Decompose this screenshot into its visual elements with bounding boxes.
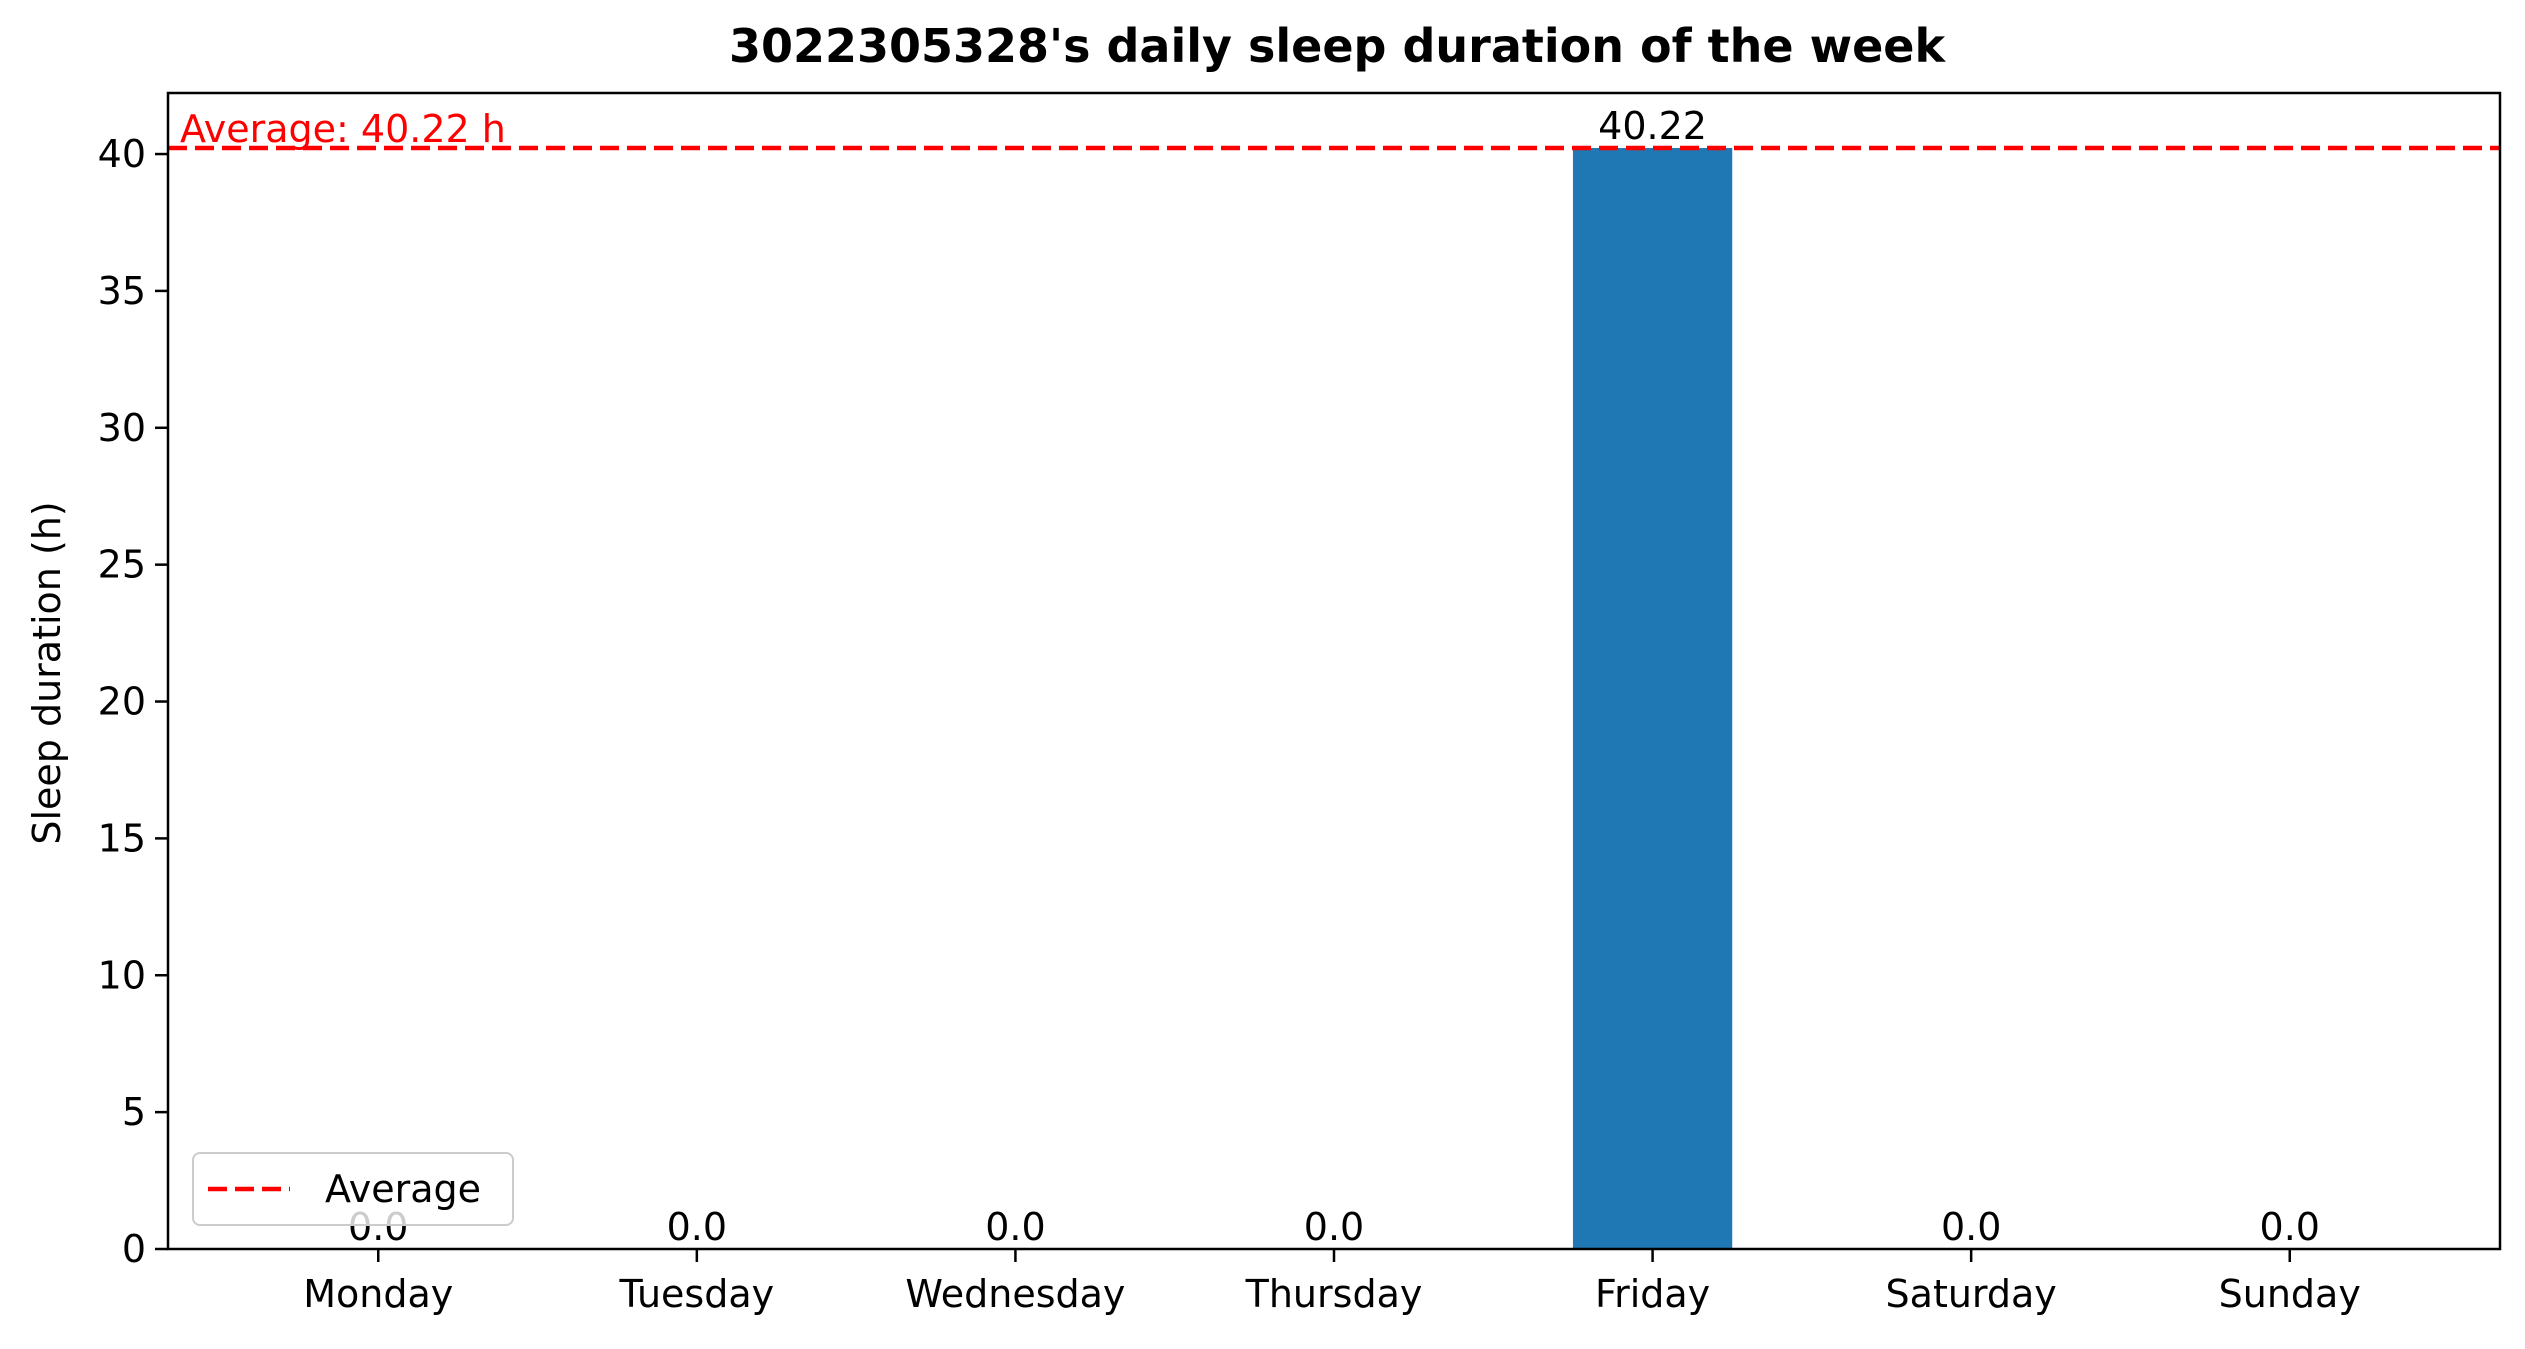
bar-friday [1572,148,1733,1250]
legend-average-label: Average [325,1167,481,1211]
bars-group [1572,148,1733,1250]
x-tick-label-thursday: Thursday [1245,1272,1423,1316]
y-axis-ticks: 0 5 10 15 20 25 30 35 40 [98,132,168,1271]
bar-value-label-saturday: 0.0 [1941,1205,2001,1249]
x-tick-label-friday: Friday [1595,1272,1710,1316]
y-tick-label: 40 [98,132,146,176]
bar-value-label-wednesday: 0.0 [985,1205,1045,1249]
bar-value-label-tuesday: 0.0 [667,1205,727,1249]
average-label: Average: 40.22 h [180,107,506,151]
chart-title: 3022305328's daily sleep duration of the… [729,19,1947,73]
y-tick-label: 0 [122,1227,146,1271]
bar-value-label-friday: 40.22 [1598,104,1707,148]
bar-value-label-thursday: 0.0 [1304,1205,1364,1249]
x-tick-label-monday: Monday [303,1272,453,1316]
x-tick-label-sunday: Sunday [2219,1272,2361,1316]
x-axis-ticks: Monday Tuesday Wednesday Thursday Friday Satu… [303,1249,2361,1316]
y-tick-label: 35 [98,269,146,313]
y-axis-label: Sleep duration (h) [25,501,69,844]
y-tick-label: 20 [98,680,146,724]
x-tick-label-wednesday: Wednesday [905,1272,1125,1316]
x-tick-label-saturday: Saturday [1886,1272,2057,1316]
y-tick-label: 25 [98,543,146,587]
y-tick-label: 5 [122,1090,146,1134]
bar-value-labels: 0.0 0.0 0.0 0.040.220.0 0.0 [348,104,2320,1249]
legend: Average [192,1152,514,1226]
x-tick-label-tuesday: Tuesday [619,1272,775,1316]
plot-frame [166,91,2502,1251]
bar-value-label-sunday: 0.0 [2260,1205,2320,1249]
y-tick-label: 15 [98,816,146,860]
y-tick-label: 30 [98,406,146,450]
legend-box [192,1152,514,1226]
y-tick-label: 10 [98,953,146,997]
